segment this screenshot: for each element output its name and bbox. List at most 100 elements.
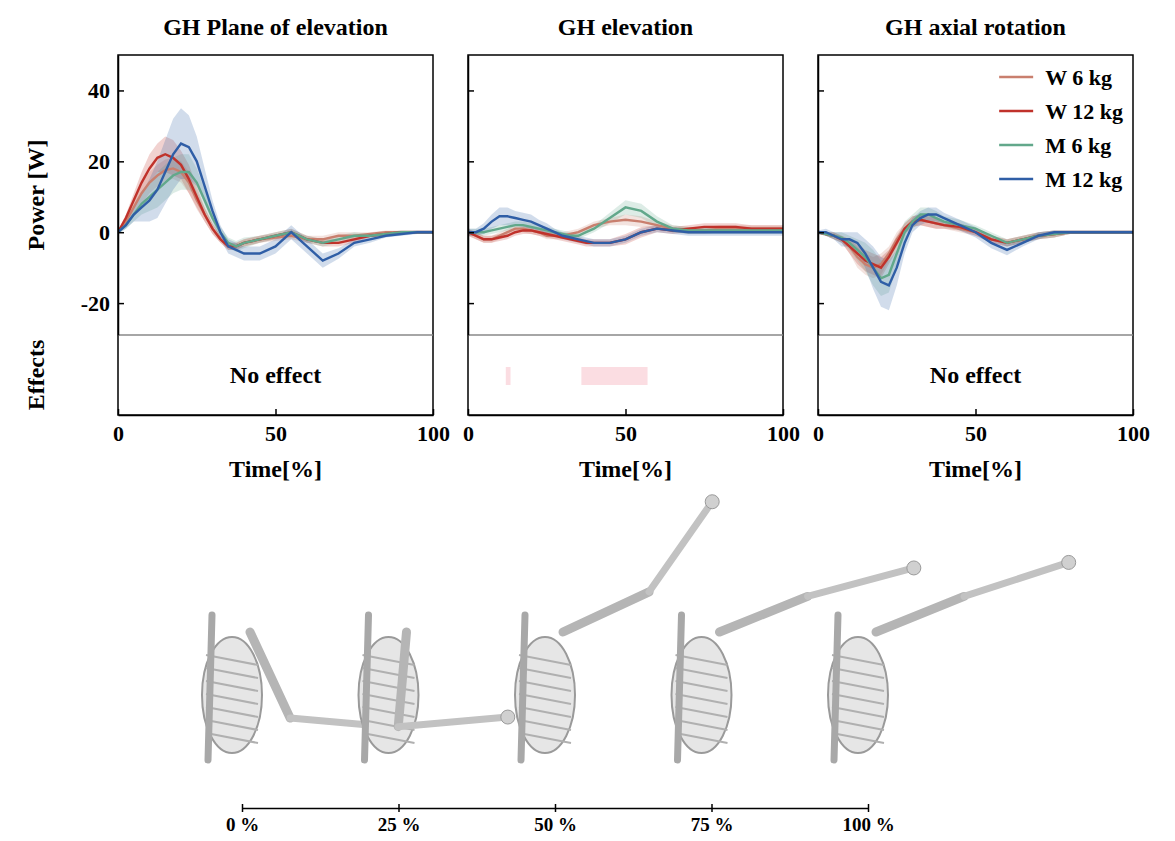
legend-label: M 6 kg	[1045, 133, 1111, 158]
timeline-tick-mark	[242, 804, 244, 812]
x-tick-mark	[818, 409, 820, 415]
y-axis-line	[118, 56, 120, 336]
series-line	[818, 214, 1133, 278]
x-tick-label: 0	[813, 421, 824, 446]
y-tick-mark	[118, 90, 124, 92]
rib	[363, 733, 415, 743]
y-tick	[818, 303, 824, 304]
x-tick-mark	[275, 409, 277, 415]
y-axis-line	[818, 56, 820, 336]
effects-text: No effect	[230, 362, 321, 388]
skeleton	[672, 561, 921, 760]
y-tick-mark	[468, 161, 474, 163]
x-tick: 0	[463, 409, 474, 446]
y-tick-mark	[818, 232, 824, 234]
panel: 050100GH elevationTime[%]	[463, 14, 800, 482]
plot-marks	[818, 207, 1133, 310]
x-tick-mark	[118, 409, 120, 415]
x-axis-title: Time[%]	[229, 456, 322, 482]
effect-interval	[506, 367, 511, 385]
x-tick-mark	[625, 409, 627, 415]
x-tick: 50	[965, 409, 987, 446]
timeline-tick: 75 %	[691, 804, 734, 835]
panel: -2002040050100No effectGH Plane of eleva…	[23, 14, 450, 482]
forearm	[649, 502, 712, 592]
hand	[907, 561, 921, 575]
rib	[832, 707, 884, 717]
separator	[118, 334, 433, 336]
x-axis-title: Time[%]	[579, 456, 672, 482]
y-axis	[468, 56, 474, 336]
series-line	[818, 214, 1133, 285]
y-tick-mark	[118, 161, 124, 163]
rib	[206, 707, 258, 717]
x-tick-label: 50	[965, 421, 987, 446]
series-line	[118, 154, 433, 246]
x-tick-label: 100	[767, 421, 800, 446]
rib	[832, 733, 884, 743]
x-axis: 0 50 100	[813, 409, 1150, 446]
timeline-tick-mark	[711, 804, 713, 812]
panel-title: GH axial rotation	[885, 14, 1066, 40]
rib	[206, 720, 258, 730]
y-tick-mark	[468, 303, 474, 305]
forearm	[964, 562, 1069, 596]
spine	[521, 615, 525, 760]
y-tick-mark	[818, 161, 824, 163]
separator	[818, 334, 1133, 336]
legend-swatch	[999, 178, 1033, 180]
legend-item: W 6 kg	[999, 65, 1112, 90]
y-tick	[468, 90, 474, 91]
x-axis: 050100	[463, 409, 800, 446]
plot-marks	[468, 200, 783, 246]
x-tick-label: 0	[463, 421, 474, 446]
legend-item: M 12 kg	[999, 167, 1122, 192]
x-tick: 100	[1117, 409, 1150, 446]
timeline-tick-mark	[868, 804, 870, 812]
timeline: 0 %25 %50 %75 %100 %	[226, 804, 895, 835]
sd-band	[118, 108, 433, 267]
panel-title: GH elevation	[558, 14, 693, 40]
rib	[676, 694, 728, 704]
y-tick-mark	[118, 303, 124, 305]
y-tick-mark	[468, 90, 474, 92]
sd-band	[818, 207, 1133, 310]
legend-label: W 12 kg	[1045, 99, 1123, 124]
y-tick-label: 40	[88, 78, 110, 103]
rib	[832, 694, 884, 704]
y-tick-label: 0	[99, 220, 110, 245]
upper-arm	[876, 596, 964, 632]
frame	[468, 55, 783, 415]
y-tick	[468, 303, 474, 304]
forearm	[398, 717, 508, 727]
rib	[519, 720, 571, 730]
x-tick-mark	[468, 409, 470, 415]
y-tick: 20	[88, 149, 124, 174]
spine	[678, 615, 682, 760]
spine	[208, 615, 212, 760]
rib	[676, 720, 728, 730]
effects-title: Effects	[23, 340, 49, 411]
panel: 050100No effectGH axial rotationTime[%]W…	[813, 14, 1150, 482]
y-tick	[818, 161, 824, 162]
x-tick: 0	[813, 409, 824, 446]
y-axis-line	[468, 56, 470, 336]
series-line	[468, 216, 783, 243]
spine	[834, 615, 838, 760]
separator	[468, 334, 783, 336]
hand	[501, 710, 515, 724]
hand	[705, 495, 719, 509]
panel-title: GH Plane of elevation	[163, 14, 388, 40]
rib	[676, 707, 728, 717]
y-tick	[818, 232, 824, 233]
timeline-tick: 0 %	[226, 804, 259, 835]
timeline-tick: 50 %	[534, 804, 577, 835]
skeleton	[828, 555, 1076, 760]
upper-arm	[563, 592, 649, 632]
figure: -2002040050100No effectGH Plane of eleva…	[0, 0, 1175, 841]
timeline-tick: 100 %	[842, 804, 894, 835]
x-tick-label: 50	[265, 421, 287, 446]
upper-arm	[250, 632, 290, 718]
timeline-label: 0 %	[226, 814, 259, 835]
rib	[676, 733, 728, 743]
